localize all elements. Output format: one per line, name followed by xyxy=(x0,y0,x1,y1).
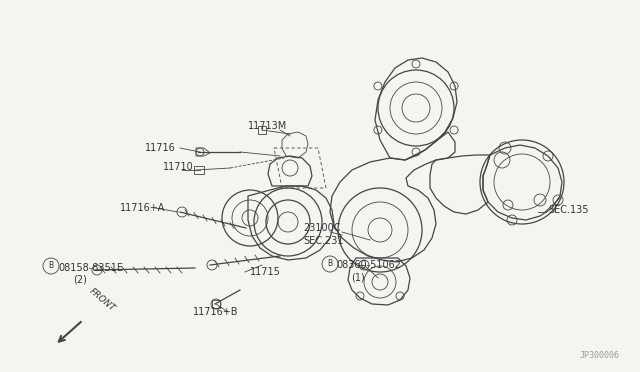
Text: 11716: 11716 xyxy=(145,143,176,153)
Text: SEC.135: SEC.135 xyxy=(548,205,589,215)
Text: B: B xyxy=(328,260,333,269)
Text: 11715: 11715 xyxy=(250,267,281,277)
Text: 08158-8351E: 08158-8351E xyxy=(58,263,123,273)
Text: (1): (1) xyxy=(351,272,365,282)
Text: 11710: 11710 xyxy=(163,162,194,172)
Text: 23100C: 23100C xyxy=(303,223,340,233)
Text: FRONT: FRONT xyxy=(87,286,116,313)
Text: 08360-51062: 08360-51062 xyxy=(336,260,401,270)
Text: 11713M: 11713M xyxy=(248,121,287,131)
Text: (2): (2) xyxy=(73,275,87,285)
Text: 11716+B: 11716+B xyxy=(193,307,239,317)
Text: SEC.231: SEC.231 xyxy=(303,236,344,246)
Text: JP300006: JP300006 xyxy=(580,351,620,360)
Text: B: B xyxy=(49,262,54,270)
Text: 11716+A: 11716+A xyxy=(120,203,165,213)
